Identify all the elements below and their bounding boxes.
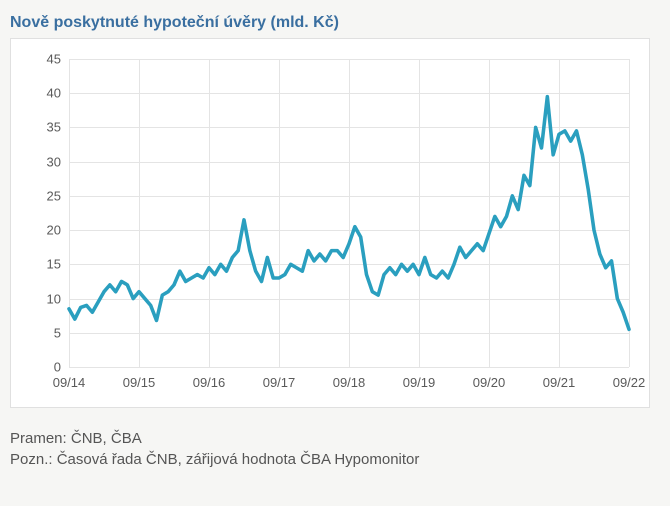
x-tick-label: 09/19 (403, 367, 436, 390)
y-tick-label: 45 (47, 52, 69, 67)
chart-container: Nově poskytnuté hypoteční úvěry (mld. Kč… (0, 0, 670, 506)
x-tick-label: 09/22 (613, 367, 646, 390)
x-tick-label: 09/15 (123, 367, 156, 390)
x-tick-label: 09/16 (193, 367, 226, 390)
x-tick-label: 09/21 (543, 367, 576, 390)
y-tick-label: 15 (47, 257, 69, 272)
x-tick-label: 09/18 (333, 367, 366, 390)
y-tick-label: 5 (54, 325, 69, 340)
x-tick-label: 09/17 (263, 367, 296, 390)
y-tick-label: 40 (47, 86, 69, 101)
x-tick-label: 09/14 (53, 367, 86, 390)
chart-box: 05101520253035404509/1409/1509/1609/1709… (10, 38, 650, 408)
y-tick-label: 30 (47, 154, 69, 169)
plot-area: 05101520253035404509/1409/1509/1609/1709… (69, 59, 629, 367)
x-tick-label: 09/20 (473, 367, 506, 390)
note-text: Pozn.: Časová řada ČNB, zářijová hodnota… (10, 451, 660, 468)
chart-title: Nově poskytnuté hypoteční úvěry (mld. Kč… (10, 14, 660, 32)
y-tick-label: 20 (47, 223, 69, 238)
y-tick-label: 25 (47, 188, 69, 203)
chart-footer: Pramen: ČNB, ČBA Pozn.: Časová řada ČNB,… (10, 426, 660, 472)
series-svg (69, 59, 629, 367)
y-tick-label: 35 (47, 120, 69, 135)
y-tick-label: 10 (47, 291, 69, 306)
x-gridline (629, 59, 630, 367)
source-text: Pramen: ČNB, ČBA (10, 430, 660, 447)
series-line (69, 97, 629, 330)
